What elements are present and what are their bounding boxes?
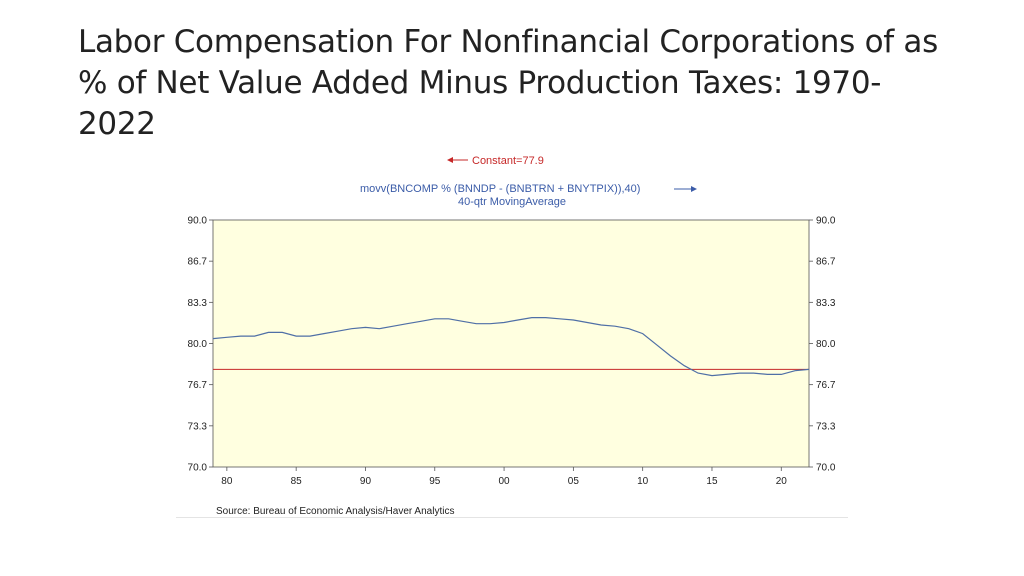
y-tick-label-right: 86.7	[816, 257, 836, 268]
x-tick-label: 85	[291, 476, 303, 487]
y-tick-label-left: 83.3	[188, 298, 208, 309]
x-tick-label: 20	[776, 476, 788, 487]
x-tick-label: 00	[499, 476, 511, 487]
y-tick-label-left: 70.0	[188, 463, 208, 474]
y-tick-label-left: 76.7	[188, 380, 208, 391]
x-tick-label: 05	[568, 476, 580, 487]
x-tick-label: 15	[706, 476, 718, 487]
x-tick-label: 95	[429, 476, 441, 487]
slide-title: Labor Compensation For Nonfinancial Corp…	[78, 24, 938, 142]
x-tick-label: 90	[360, 476, 372, 487]
series-line	[212, 317, 810, 377]
series-legend-arrow-head	[691, 186, 697, 192]
chart-figure: Constant=77.9 movv(BNCOMP % (BNNDP - (BN…	[176, 146, 848, 518]
y-tick-label-right: 76.7	[816, 380, 836, 391]
constant-legend-arrow-head	[447, 157, 453, 163]
y-tick-label-left: 90.0	[188, 216, 208, 227]
bottom-divider	[176, 517, 848, 518]
y-tick-label-right: 83.3	[816, 298, 836, 309]
source-note: Source: Bureau of Economic Analysis/Have…	[216, 506, 455, 517]
y-tick-label-right: 70.0	[816, 463, 836, 474]
line-chart: Constant=77.9 movv(BNCOMP % (BNNDP - (BN…	[188, 155, 836, 488]
legend: Constant=77.9 movv(BNCOMP % (BNNDP - (BN…	[360, 155, 697, 208]
y-tick-label-right: 90.0	[816, 216, 836, 227]
y-tick-label-left: 86.7	[188, 257, 208, 268]
y-tick-label-left: 80.0	[188, 339, 208, 350]
series-legend-label: movv(BNCOMP % (BNNDP - (BNBTRN + BNYTPIX…	[360, 183, 640, 195]
axes: 90.0 86.7 83.3 80.0 76.7 73.3 70.0 90.0 86.7 83.3…	[188, 216, 836, 488]
x-tick-label: 80	[221, 476, 233, 487]
y-tick-label-left: 73.3	[188, 421, 208, 432]
series-legend-sublabel: 40-qtr MovingAverage	[458, 196, 566, 208]
constant-legend-label: Constant=77.9	[472, 155, 544, 167]
y-tick-label-right: 73.3	[816, 421, 836, 432]
x-tick-label: 10	[637, 476, 649, 487]
plot-area	[212, 219, 810, 468]
y-tick-label-right: 80.0	[816, 339, 836, 350]
